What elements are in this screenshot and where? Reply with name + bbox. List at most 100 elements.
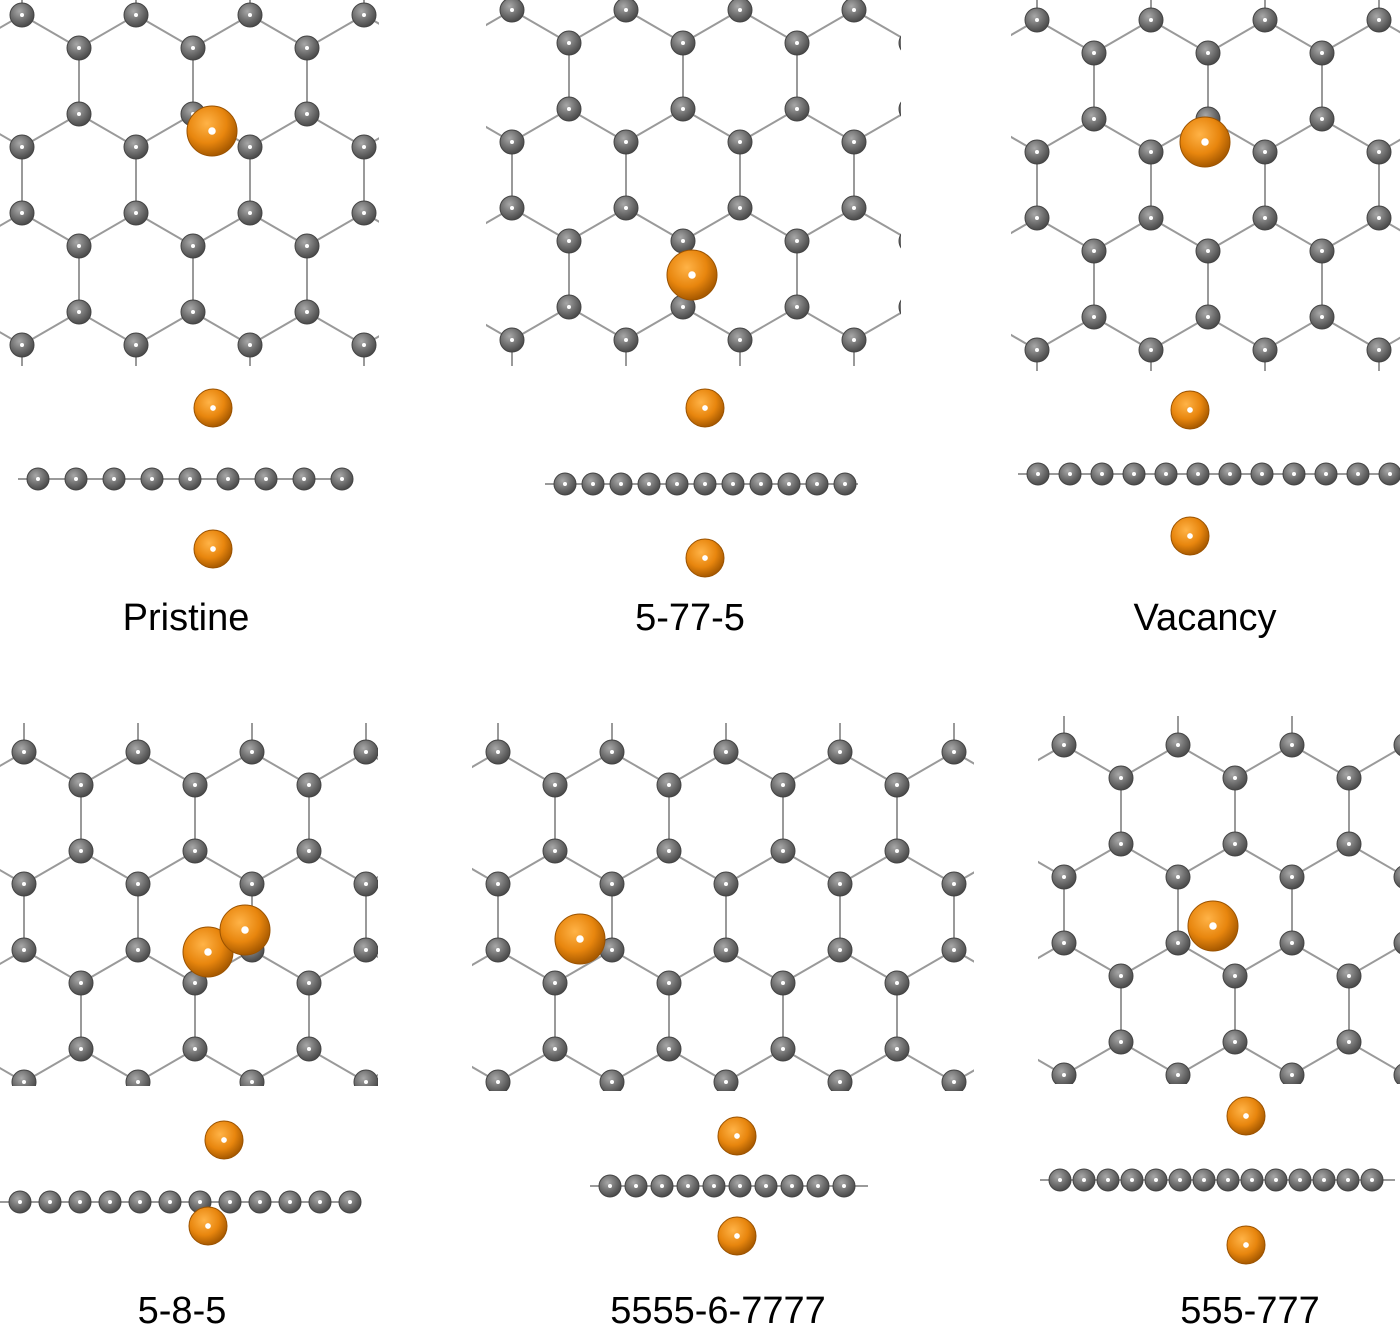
- carbon-atom: [11, 1069, 37, 1086]
- atom-highlight: [1068, 472, 1072, 476]
- atom-highlight: [1377, 18, 1381, 22]
- atom-highlight: [22, 750, 26, 754]
- atom-highlight: [978, 51, 982, 55]
- atom-highlight: [193, 849, 197, 853]
- atom-highlight: [1377, 216, 1381, 220]
- atom-highlight: [419, 46, 423, 50]
- atom-highlight: [624, 8, 628, 12]
- atom-highlight: [364, 1080, 368, 1084]
- atom-highlight: [567, 107, 571, 111]
- atom-highlight: [204, 948, 212, 956]
- atom-highlight: [1298, 1178, 1302, 1182]
- atom-highlight: [305, 46, 309, 50]
- atom-highlight: [1009, 981, 1013, 985]
- panel-label: 5-8-5: [138, 1290, 227, 1332]
- atom-highlight: [1119, 974, 1123, 978]
- atom-highlight: [838, 948, 842, 952]
- atom-highlight: [307, 981, 311, 985]
- atom-highlight: [681, 107, 685, 111]
- atom-highlight: [112, 477, 116, 481]
- atom-highlight: [731, 482, 735, 486]
- atom-highlight: [439, 981, 443, 985]
- atom-highlight: [1062, 875, 1066, 879]
- atom-highlight: [909, 107, 913, 111]
- atom-highlight: [667, 1047, 671, 1051]
- atom-highlight: [364, 750, 368, 754]
- atom-highlight: [1346, 1178, 1350, 1182]
- atom-highlight: [362, 13, 366, 17]
- atom-highlight: [188, 477, 192, 481]
- atom-highlight: [20, 211, 24, 215]
- atom-highlight: [1320, 315, 1324, 319]
- carbon-atom: [1052, 667, 1076, 691]
- atom-highlight: [193, 981, 197, 985]
- atom-highlight: [496, 1080, 500, 1084]
- top-view: [0, 674, 378, 1086]
- carbon-atom: [126, 674, 150, 698]
- atom-highlight: [1243, 1242, 1249, 1248]
- atom-highlight: [248, 145, 252, 149]
- atom-highlight: [895, 1047, 899, 1051]
- atom-highlight: [20, 409, 24, 413]
- atom-highlight: [764, 1184, 768, 1188]
- carbon-atom: [898, 299, 901, 315]
- atom-highlight: [1320, 51, 1324, 55]
- carbon-atom: [728, 394, 752, 418]
- carbon-atom: [1253, 404, 1277, 428]
- carbon-atom: [898, 233, 901, 249]
- atom-highlight: [1106, 1178, 1110, 1182]
- atom-highlight: [843, 482, 847, 486]
- atom-highlight: [795, 239, 799, 243]
- atom-highlight: [74, 477, 78, 481]
- atom-highlight: [136, 948, 140, 952]
- top-view: [0, 0, 423, 413]
- atom-highlight: [952, 1080, 956, 1084]
- atom-highlight: [1377, 150, 1381, 154]
- atom-highlight: [1035, 216, 1039, 220]
- atom-highlight: [419, 244, 423, 248]
- atom-highlight: [1263, 18, 1267, 22]
- atom-highlight: [1005, 974, 1009, 978]
- atom-highlight: [1176, 941, 1180, 945]
- carbon-atom: [429, 773, 453, 797]
- side-view: [1018, 390, 1400, 556]
- carbon-atom: [995, 832, 1019, 856]
- atom-highlight: [1290, 875, 1294, 879]
- atom-highlight: [136, 684, 140, 688]
- atom-highlight: [510, 338, 514, 342]
- top-view: [429, 674, 1013, 1091]
- atom-highlight: [439, 849, 443, 853]
- atom-highlight: [1377, 414, 1381, 418]
- carbon-atom: [714, 674, 738, 698]
- atom-highlight: [553, 783, 557, 787]
- atom-highlight: [307, 1047, 311, 1051]
- atom-highlight: [48, 1200, 52, 1204]
- top-view: [978, 0, 1400, 428]
- atom-highlight: [681, 305, 685, 309]
- atom-highlight: [909, 305, 913, 309]
- atom-highlight: [226, 477, 230, 481]
- atom-highlight: [795, 41, 799, 45]
- atom-highlight: [759, 482, 763, 486]
- atom-highlight: [248, 343, 252, 347]
- carbon-atom: [443, 31, 467, 55]
- carbon-atom: [1393, 932, 1400, 954]
- atom-highlight: [675, 482, 679, 486]
- atom-highlight: [619, 482, 623, 486]
- atom-highlight: [712, 1184, 716, 1188]
- atom-highlight: [781, 849, 785, 853]
- atom-highlight: [108, 1200, 112, 1204]
- atom-highlight: [1290, 743, 1294, 747]
- atom-highlight: [1290, 677, 1294, 681]
- atom-highlight: [348, 1200, 352, 1204]
- atom-highlight: [624, 140, 628, 144]
- carbon-atom: [898, 101, 901, 117]
- atom-highlight: [510, 404, 514, 408]
- carbon-atom: [429, 971, 453, 995]
- atom-highlight: [563, 482, 567, 486]
- atom-highlight: [191, 244, 195, 248]
- atom-highlight: [1176, 743, 1180, 747]
- atom-highlight: [1187, 533, 1193, 539]
- atom-highlight: [20, 145, 24, 149]
